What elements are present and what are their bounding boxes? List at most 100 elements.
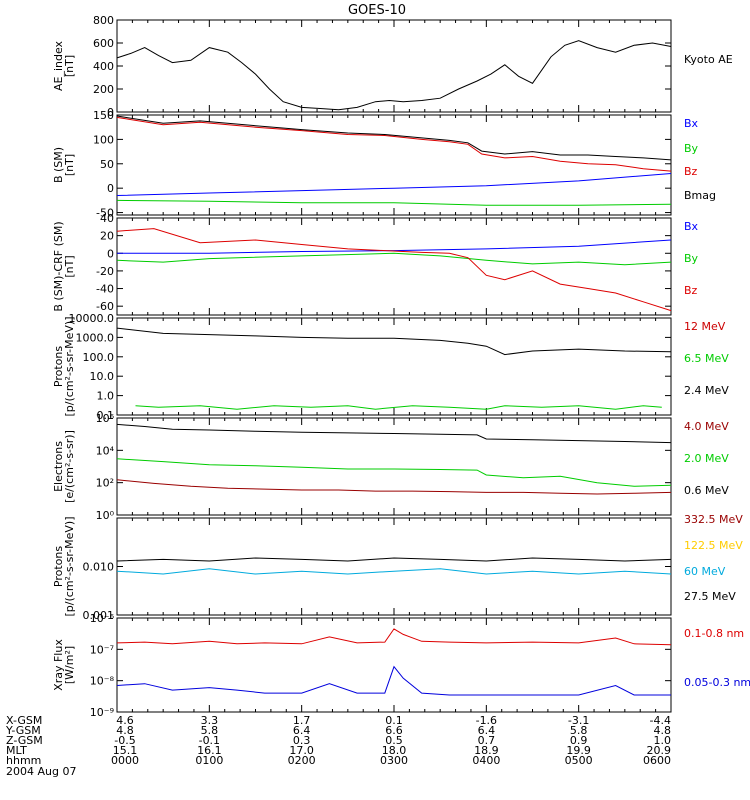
footer-date: 2004 Aug 07 (6, 765, 76, 778)
legend-entry: 6.5 MeV (684, 352, 729, 365)
series-line-60-mev (116, 568, 672, 575)
panel-ae: 800 600 400 200 0 AE_index[nT] Kyoto AE (52, 14, 733, 119)
legend-entry: By (684, 252, 699, 265)
footer-value: 6.6 (385, 724, 403, 737)
chart-footer: X-GSM 4.6 3.3 1.7 0.1 -1.6 -3.1 -4.4 Y-GSM 4.8 5.8… (5, 714, 671, 778)
y-tick-label: 0.001 (83, 609, 115, 622)
footer-row-label: MLT (6, 744, 27, 757)
footer-value: 18.0 (382, 744, 407, 757)
y-tick-label: 10⁻⁸ (90, 675, 115, 688)
legend-entry: 332.5 MeV (684, 513, 743, 526)
y-tick-label: -40 (96, 283, 114, 296)
y-tick-label: 10² (96, 477, 114, 490)
y-tick-label: 10.0 (90, 370, 115, 383)
y-axis-label-line: Electrons (52, 441, 65, 492)
series-line-kyoto-ae (116, 40, 672, 111)
series-line-by (116, 252, 672, 266)
footer-value: 1.0 (654, 734, 672, 747)
y-tick-label: 1000.0 (76, 331, 115, 344)
panel-frame (116, 114, 672, 216)
footer-value: 4.6 (116, 714, 134, 727)
y-tick-label: 40 (100, 212, 114, 225)
footer-value: 3.3 (201, 714, 219, 727)
footer-value: 0.5 (385, 734, 403, 747)
legend-entry: 12 MeV (684, 320, 726, 333)
y-tick-label: 200 (93, 83, 114, 96)
footer-value: 16.1 (197, 744, 222, 757)
y-axis-label: AE_index[nT] (52, 40, 76, 91)
panel-xray: 10⁻⁶ 10⁻⁷ 10⁻⁸ 10⁻⁹ Xray Flux[W/m²] 0.1-0.8 n… (52, 612, 750, 719)
panel-frame (116, 517, 672, 616)
footer-value: 0.7 (478, 734, 496, 747)
y-axis-label-line: AE_index (52, 40, 65, 91)
y-tick-label: 800 (93, 14, 114, 27)
legend-entry: Kyoto AE (684, 53, 733, 66)
footer-value: 0.1 (385, 714, 403, 727)
y-tick-label: 100.0 (83, 351, 115, 364)
y-axis-label-line: [nT] (63, 55, 76, 77)
footer-value: 20.9 (647, 744, 672, 757)
y-axis-label: Protons[p/(cm²-s-sr-MeV)] (52, 517, 76, 617)
y-axis-label: Xray Flux[W/m²] (52, 639, 76, 691)
footer-value: 0400 (472, 754, 500, 767)
y-tick-label: 0 (107, 106, 114, 119)
panel-frame (116, 417, 672, 516)
y-tick-label: 10⁻⁹ (90, 706, 114, 719)
series-line-0-1-0-8-nm (116, 628, 672, 646)
series-line-bmag (116, 115, 672, 161)
legend-entry: 27.5 MeV (684, 590, 736, 603)
series-line-2-4-mev (116, 327, 672, 356)
panel-protons_lo: 0.010 0.001 Protons[p/(cm²-s-sr-MeV)] 332.5… (52, 513, 743, 622)
y-axis-label-line: [p/(cm²-s-sr-MeV)] (63, 517, 76, 617)
footer-value: 6.4 (293, 724, 311, 737)
footer-value: 0200 (288, 754, 316, 767)
footer-row-label: Z-GSM (6, 734, 43, 747)
y-axis-label-line: B (SM)-CRF (SM) (52, 221, 65, 311)
series-line-by (116, 199, 672, 206)
legend-entry: 60 MeV (684, 565, 726, 578)
y-axis-label-line: Protons (52, 346, 65, 387)
footer-value: 18.9 (474, 744, 499, 757)
y-axis-label-line: [nT] (63, 255, 76, 277)
panel-b_sm: 150 100 50 0 -50 B (SM)[nT] Bx By Bz Bmag (52, 109, 716, 220)
y-tick-label: -50 (96, 207, 114, 220)
y-tick-label: -20 (96, 265, 114, 278)
y-tick-label: 600 (93, 37, 114, 50)
footer-value: 15.1 (113, 744, 138, 757)
y-axis-label: B (SM)[nT] (52, 147, 76, 183)
footer-value: 0100 (195, 754, 223, 767)
y-tick-label: 0 (107, 182, 114, 195)
legend-entry: Bz (684, 284, 698, 297)
legend-entry: 122.5 MeV (684, 539, 743, 552)
y-tick-label: 10⁻⁶ (90, 612, 115, 625)
footer-value: 0500 (565, 754, 593, 767)
footer-value: -0.5 (114, 734, 135, 747)
y-axis-label-line: [nT] (63, 154, 76, 176)
panel-frame (116, 19, 672, 113)
panel-protons_hi: 10000.0 1000.0 100.0 10.0 1.0 0.1 Protons[p/(c… (52, 312, 729, 422)
footer-value: 1.7 (293, 714, 311, 727)
footer-row-label: hhmm (6, 754, 41, 767)
series-line-bz (116, 116, 672, 172)
legend-entry: By (684, 142, 699, 155)
legend-entry: Bx (684, 117, 699, 130)
y-tick-label: 20 (100, 230, 114, 243)
legend-entry: Bmag (684, 189, 716, 202)
series-line-bz (116, 228, 672, 312)
series-line-27-5-mev (116, 557, 672, 562)
y-axis-label-line: Xray Flux (52, 639, 65, 691)
legend-entry: 4.0 MeV (684, 420, 729, 433)
series-line-0-05-0-3-nm (116, 665, 671, 696)
y-axis-label-line: [p/(cm²-s-sr-MeV)] (63, 317, 76, 417)
y-tick-label: 0 (107, 247, 114, 260)
y-tick-label: 0.010 (83, 561, 115, 574)
y-tick-label: 100 (93, 133, 114, 146)
panel-frame (116, 317, 672, 416)
legend-entry: 0.05-0.3 nm (684, 676, 750, 689)
footer-value: -3.1 (568, 714, 589, 727)
y-tick-label: 0.1 (97, 409, 115, 422)
footer-value: 17.0 (289, 744, 314, 757)
y-axis-label: Electrons[e/(cm²-s-sr)] (52, 430, 76, 503)
y-axis-label-line: Protons (52, 546, 65, 587)
